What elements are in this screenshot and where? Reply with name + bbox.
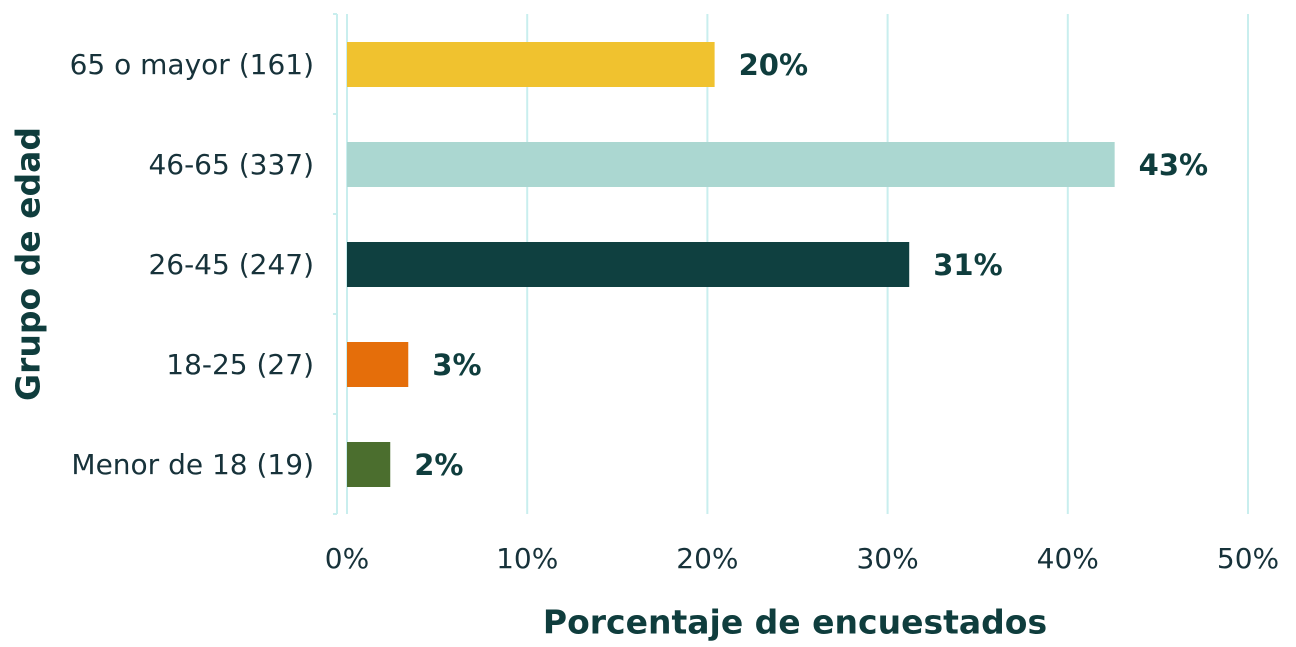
x-tick-label: 0%	[325, 542, 369, 575]
value-label: 3%	[432, 348, 481, 382]
x-tick-label: 50%	[1217, 542, 1279, 575]
y-tick-label: 46-65 (337)	[148, 148, 314, 181]
x-tick-label: 20%	[676, 542, 738, 575]
value-label: 20%	[739, 48, 808, 82]
value-label: 2%	[414, 448, 463, 482]
y-tick-label: 65 o mayor (161)	[70, 48, 314, 81]
bar	[347, 242, 910, 287]
y-tick-label: Menor de 18 (19)	[71, 448, 314, 481]
bar	[347, 42, 715, 87]
y-tick-label: 26-45 (247)	[148, 248, 314, 281]
value-label: 31%	[933, 248, 1002, 282]
bar	[347, 142, 1115, 187]
x-tick-label: 10%	[496, 542, 558, 575]
value-label: 43%	[1139, 148, 1208, 182]
bar	[347, 342, 409, 387]
y-axis-title: Grupo de edad	[9, 127, 48, 401]
x-tick-label: 40%	[1037, 542, 1099, 575]
bar	[347, 442, 391, 487]
x-tick-label: 30%	[856, 542, 918, 575]
x-axis-title: Porcentaje de encuestados	[543, 603, 1047, 642]
y-tick-label: 18-25 (27)	[166, 348, 314, 381]
